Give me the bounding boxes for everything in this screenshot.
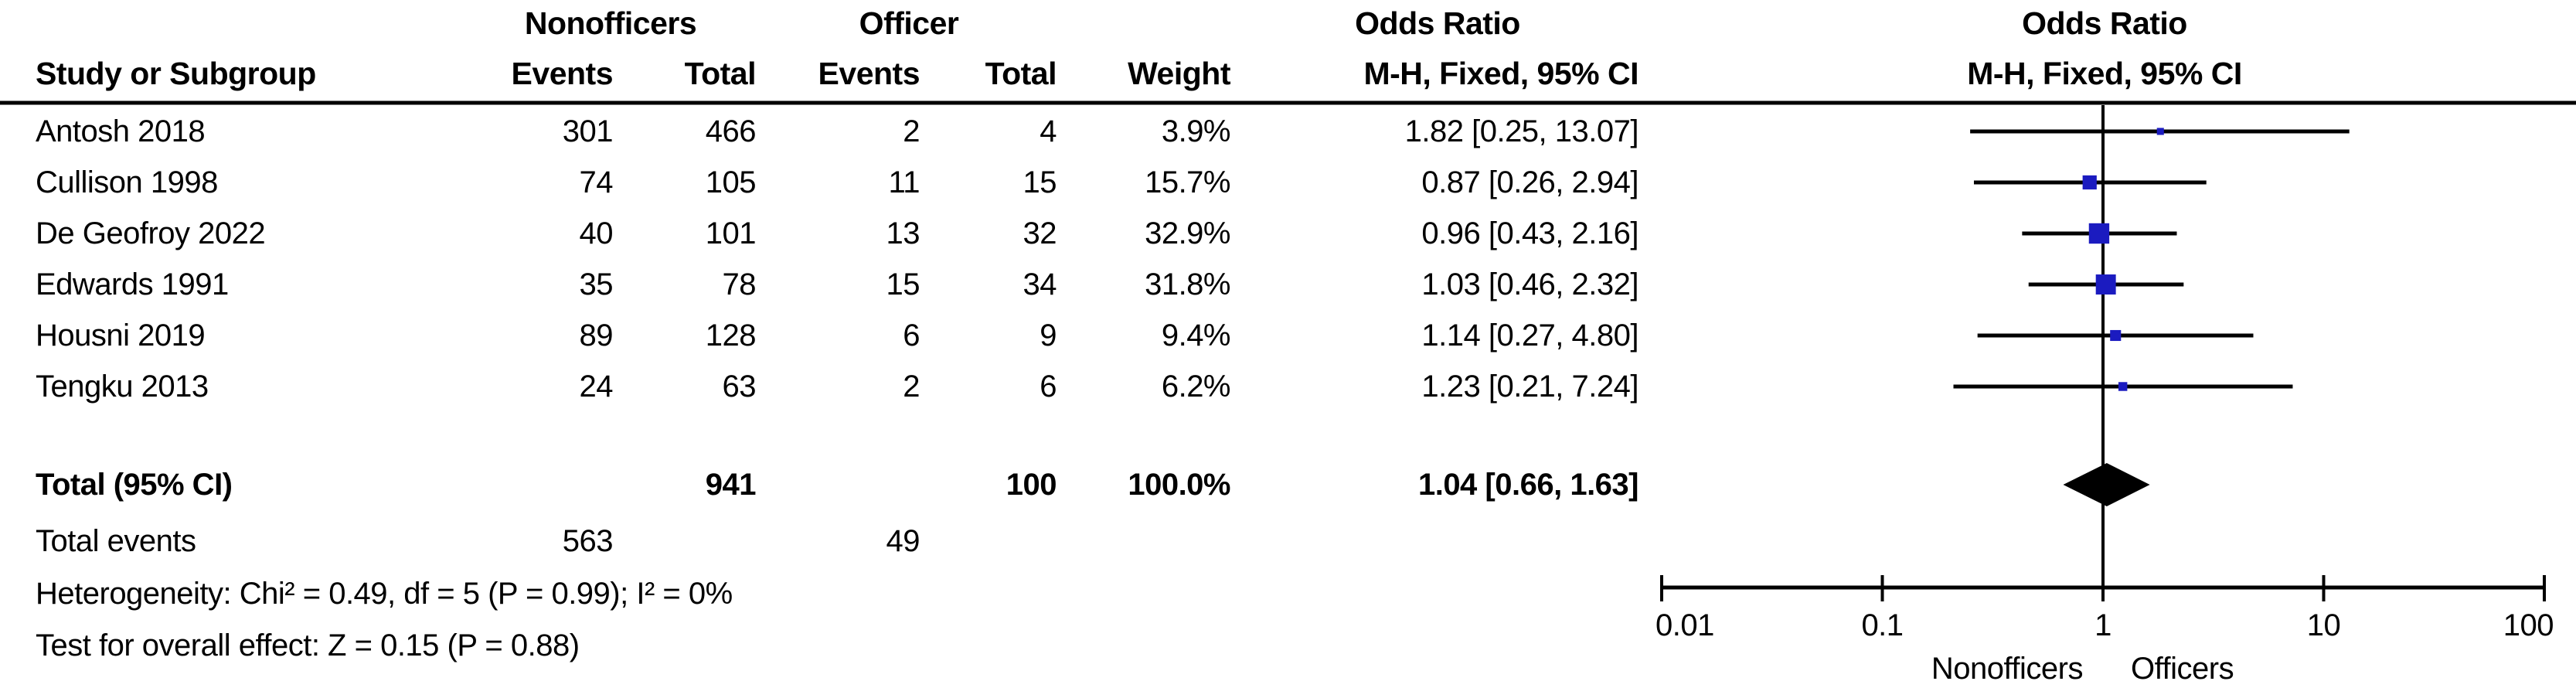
or-marker [2110,329,2122,342]
total-diamond [2063,463,2150,506]
cell-weight: 6.2% [1161,370,1231,404]
heterogeneity-note: Heterogeneity: Chi² = 0.49, df = 5 (P = … [36,577,733,611]
cell-or_text: 1.03 [0.46, 2.32] [1421,267,1638,301]
cell-t1: 78 [722,267,757,301]
cell-e2: 11 [888,165,920,199]
cell-t2: 32 [1023,216,1057,250]
cell-e2: 15 [886,267,920,301]
cell-e1: 74 [579,165,614,199]
axis-tick-label: 0.1 [1861,608,1903,642]
cell-or_text: 1.82 [0.25, 13.07] [1404,114,1639,148]
axis-tick-label: 0.01 [1656,608,1714,642]
cell-e1: 35 [579,267,614,301]
cell-weight: 9.4% [1161,318,1231,353]
col-header-events-nonoff: Events [511,56,614,91]
or-marker [2156,128,2164,135]
cell-or_text: 0.87 [0.26, 2.94] [1421,165,1638,199]
col-header-study: Study or Subgroup [36,56,316,91]
cell-weight: 15.7% [1145,165,1230,199]
or-marker [2088,223,2110,244]
cell-e2: 6 [903,318,920,353]
axis-tick-label: 10 [2307,608,2341,642]
col-header-total-officer: Total [985,56,1057,91]
axis-tick-label: 1 [2094,608,2112,642]
total-events-n2: 49 [886,524,920,558]
cell-t2: 6 [1040,370,1057,404]
cell-t2: 9 [1040,318,1057,353]
cell-t2: 34 [1023,267,1057,301]
col-header-or-ci: M-H, Fixed, 95% CI [1363,56,1638,91]
col-header-events-officer: Events [818,56,920,91]
or-marker [2082,175,2097,190]
col-header-total-nonoff: Total [684,56,757,91]
cell-or_text: 0.96 [0.43, 2.16] [1421,216,1638,250]
col-header-weight: Weight [1128,56,1230,91]
cell-or_text: 1.23 [0.21, 7.24] [1421,370,1638,404]
or-marker [2095,274,2116,295]
total-row-label: Total (95% CI) [36,468,233,502]
cell-e2: 2 [903,370,920,404]
cell-weight: 32.9% [1145,216,1230,250]
plot-title: Odds Ratio [2022,5,2187,41]
cell-t1: 128 [705,318,757,353]
favours-right-label: Officers [2131,652,2234,686]
total-row-or: 1.04 [0.66, 1.63] [1417,468,1639,502]
cell-t2: 15 [1023,165,1057,199]
or-column-title: Odds Ratio [1355,5,1520,41]
total-row-n2: 100 [1006,468,1057,502]
total-row-n1: 941 [705,468,757,502]
cell-e1: 24 [579,370,614,404]
cell-study: Cullison 1998 [36,165,218,199]
cell-study: Tengku 2013 [36,370,209,404]
or-marker [2118,382,2128,391]
cell-weight: 31.8% [1145,267,1230,301]
cell-e1: 89 [579,318,614,353]
cell-t1: 63 [722,370,757,404]
cell-study: Housni 2019 [36,318,206,353]
cell-study: De Geofroy 2022 [36,216,266,250]
overall-effect-note: Test for overall effect: Z = 0.15 (P = 0… [36,628,580,662]
cell-t1: 466 [705,114,757,148]
total-events-label: Total events [36,524,196,558]
total-row-weight: 100.0% [1128,468,1230,502]
axis-tick-label: 100 [2503,608,2554,642]
cell-t1: 101 [705,216,757,250]
cell-e2: 2 [903,114,920,148]
group-header-nonofficers: Nonofficers [524,5,697,41]
plot-subtitle: M-H, Fixed, 95% CI [1967,56,2242,91]
cell-study: Antosh 2018 [36,114,206,148]
cell-weight: 3.9% [1161,114,1231,148]
total-events-n1: 563 [562,524,614,558]
cell-or_text: 1.14 [0.27, 4.80] [1421,318,1638,353]
cell-t1: 105 [705,165,757,199]
cell-study: Edwards 1991 [36,267,229,301]
favours-left-label: Nonofficers [1931,652,2083,686]
cell-e1: 40 [579,216,614,250]
cell-e1: 301 [562,114,614,148]
group-header-officer: Officer [859,5,959,41]
cell-t2: 4 [1040,114,1057,148]
cell-e2: 13 [886,216,920,250]
